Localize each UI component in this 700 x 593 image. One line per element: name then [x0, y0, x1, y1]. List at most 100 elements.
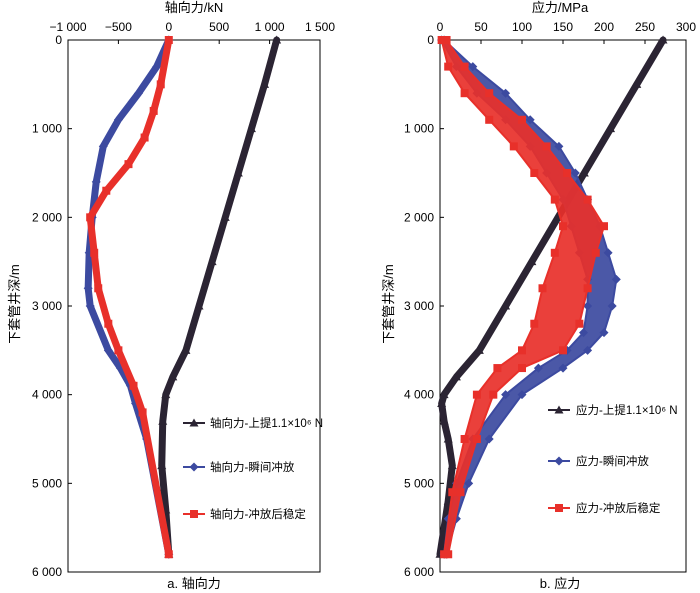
y-tick-label: 4 000: [32, 388, 62, 402]
y-tick-label: 4 000: [404, 388, 434, 402]
data-point: [164, 550, 173, 559]
data-point: [583, 284, 592, 293]
series-3: [86, 36, 173, 559]
data-point: [439, 416, 449, 425]
data-point: [563, 169, 572, 177]
x-tick-label: 0: [165, 20, 172, 34]
chart-title: 轴向力/kN: [165, 0, 224, 15]
y-tick-label: 6 000: [404, 565, 434, 579]
data-point: [103, 345, 113, 355]
data-point: [207, 257, 217, 266]
data-point: [456, 488, 465, 497]
data-point: [600, 222, 608, 231]
x-tick-label: 1 000: [255, 20, 285, 34]
data-point: [444, 550, 453, 559]
data-point: [246, 124, 256, 133]
y-tick-label: 2 000: [32, 210, 62, 224]
x-tick-label: 500: [209, 20, 229, 34]
data-point: [85, 301, 95, 311]
series-3: [437, 36, 608, 559]
data-point: [583, 345, 593, 355]
x-tick-label: 50: [474, 20, 488, 34]
data-point: [161, 390, 171, 399]
data-point: [501, 88, 511, 98]
y-axis-label: 下套管井深/m: [381, 264, 396, 343]
data-point: [464, 478, 474, 488]
data-point: [439, 390, 449, 399]
data-point: [113, 115, 123, 125]
chart-caption: a. 轴向力: [167, 576, 220, 591]
data-point: [518, 364, 526, 373]
data-point: [443, 434, 453, 443]
data-point: [550, 248, 559, 257]
data-point: [530, 319, 539, 328]
y-tick-label: 5 000: [404, 476, 434, 490]
data-point: [437, 36, 446, 44]
data-point: [114, 346, 123, 355]
data-point: [501, 390, 511, 400]
data-point: [603, 248, 613, 258]
data-point: [138, 408, 147, 417]
data-point: [530, 169, 539, 177]
data-point: [104, 319, 113, 328]
y-tick-label: 3 000: [32, 299, 62, 313]
data-point: [599, 328, 609, 338]
y-tick-label: 2 000: [404, 210, 434, 224]
data-point: [149, 106, 158, 115]
data-point: [129, 381, 138, 390]
legend-label: 应力-冲放后稳定: [576, 501, 661, 515]
data-point: [181, 345, 191, 354]
data-point: [611, 274, 621, 284]
y-tick-label: 6 000: [32, 565, 62, 579]
data-point: [485, 89, 494, 98]
data-point: [260, 79, 270, 88]
legend-marker: [554, 456, 564, 466]
data-point: [493, 364, 502, 373]
data-point: [90, 248, 99, 257]
legend-marker: [555, 504, 563, 512]
x-tick-label: −1 000: [49, 20, 86, 34]
legend-marker: [189, 418, 199, 427]
data-point: [472, 435, 481, 443]
data-point: [460, 89, 469, 98]
data-point: [518, 346, 526, 355]
chart-caption: b. 应力: [540, 576, 580, 591]
data-point: [485, 115, 494, 124]
data-point: [527, 257, 537, 266]
data-point: [468, 62, 478, 72]
data-point: [542, 142, 551, 151]
chart-panel-b: 应力/MPa 0 50 100 150 200 250 300 0 1 000 2 000 3 000…: [381, 0, 696, 591]
y-tick-label: 0: [55, 33, 62, 47]
data-point: [102, 186, 111, 195]
chart-panel-a: 轴向力/kN −1 000 −500 0 500 1 000 1 500 0 1 000 2 00…: [7, 0, 335, 591]
x-tick-label: 200: [594, 20, 614, 34]
data-point: [98, 141, 108, 151]
legend-label: 应力-上提1.1×10⁶ N: [576, 403, 678, 417]
x-tick-label: 1 500: [305, 20, 335, 34]
data-point: [632, 79, 642, 88]
data-point: [575, 319, 584, 328]
data-point: [233, 168, 243, 177]
data-point: [460, 62, 469, 71]
data-point: [156, 80, 165, 89]
data-point: [194, 301, 204, 310]
data-point: [448, 488, 457, 497]
x-tick-label: 250: [635, 20, 655, 34]
data-point: [607, 301, 617, 311]
data-point: [220, 212, 230, 221]
data-point: [164, 36, 173, 44]
data-point: [570, 168, 580, 178]
data-point: [518, 115, 526, 124]
data-point: [579, 168, 589, 177]
data-point: [658, 35, 668, 44]
data-point: [489, 390, 498, 399]
y-axis-label: 下套管井深/m: [7, 264, 22, 343]
y-tick-label: 0: [427, 33, 434, 47]
data-point: [140, 133, 149, 142]
x-tick-label: 100: [512, 20, 532, 34]
data-point: [472, 390, 481, 399]
data-point: [91, 177, 101, 187]
x-tick-label: 150: [553, 20, 573, 34]
series-line: [86, 36, 173, 558]
